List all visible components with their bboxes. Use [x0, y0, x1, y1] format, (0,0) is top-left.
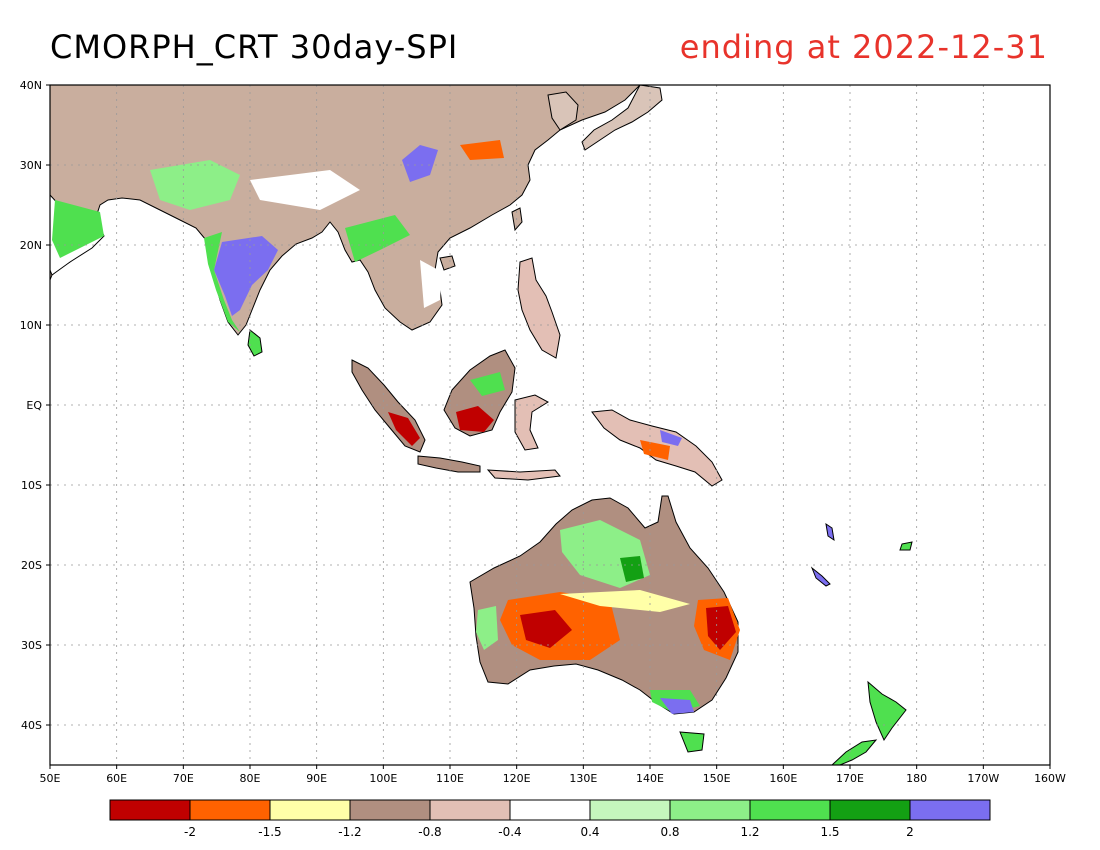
asia-green-2	[52, 200, 104, 258]
colorbar-swatch	[269, 799, 351, 821]
aus-wet-south	[660, 698, 694, 714]
sulawesi	[514, 394, 549, 451]
lon-tick-label: 170W	[967, 772, 999, 785]
asia-white-2	[420, 260, 442, 308]
colorbar-swatch	[829, 799, 911, 821]
colorbar-swatch	[909, 799, 991, 821]
lat-tick-label: 40S	[21, 719, 42, 732]
lon-tick-label: 160E	[769, 772, 797, 785]
colorbar-swatch	[509, 799, 591, 821]
lon-tick-label: 170E	[836, 772, 864, 785]
colorbar-label: 0.4	[580, 825, 599, 839]
colorbar-label: 2	[906, 825, 914, 839]
colorbar-swatch	[429, 799, 511, 821]
fiji	[899, 541, 913, 551]
latitude-labels: 40N 30N 20N 10N EQ 10S 20S 30S 40S	[20, 79, 43, 732]
colorbar	[109, 799, 991, 821]
asia-green-3	[345, 215, 410, 262]
tasmania	[679, 731, 705, 753]
colorbar-swatch	[349, 799, 431, 821]
map-title: CMORPH_CRT 30day-SPI	[50, 28, 459, 66]
lon-tick-label: 80E	[240, 772, 261, 785]
longitude-labels: 50E 60E 70E 80E 90E 100E 110E 120E 130E 140E 150E 1…	[40, 772, 1067, 785]
colorbar-labels: -2 -1.5 -1.2 -0.8 -0.4 0.4 0.8 1.2 1.5 2	[184, 825, 914, 839]
india-green-fringe	[204, 232, 240, 332]
colorbar-label: -1.5	[258, 825, 281, 839]
map-frame	[49, 84, 1051, 766]
china-dry-patch	[460, 140, 504, 160]
lon-tick-label: 110E	[436, 772, 464, 785]
lon-tick-label: 140E	[636, 772, 664, 785]
lat-lon-grid	[46, 84, 1051, 769]
ng-wet-patch	[660, 430, 682, 446]
borneo-dry-patch	[456, 406, 494, 432]
vanuatu	[825, 522, 835, 542]
new-caledonia	[810, 566, 831, 587]
asia-green-1	[150, 160, 240, 210]
asia-white-1	[250, 170, 360, 210]
aus-verydry-west	[520, 610, 572, 648]
colorbar-swatch	[189, 799, 271, 821]
colorbar-swatch	[749, 799, 831, 821]
aus-yellow-band	[560, 590, 690, 612]
lon-tick-label: 50E	[40, 772, 61, 785]
lon-tick-label: 90E	[306, 772, 327, 785]
lon-tick-label: 130E	[569, 772, 597, 785]
lon-tick-label: 160W	[1034, 772, 1066, 785]
colorbar-label: -2	[184, 825, 196, 839]
hainan	[439, 255, 456, 271]
japan-landmass	[581, 85, 663, 151]
lat-tick-label: 30N	[20, 159, 42, 172]
lat-tick-label: 20N	[20, 239, 42, 252]
sri-lanka	[247, 329, 263, 357]
colorbar-swatch	[669, 799, 751, 821]
colorbar-label: 0.8	[660, 825, 679, 839]
aus-verydry-east	[706, 606, 736, 650]
lon-tick-label: 150E	[703, 772, 731, 785]
colorbar-label: -0.4	[498, 825, 521, 839]
lat-tick-label: EQ	[26, 399, 42, 412]
korea-landmass	[547, 91, 579, 131]
land-layer	[50, 85, 913, 765]
colorbar-label: 1.2	[740, 825, 759, 839]
aus-wet-center	[620, 556, 644, 582]
lat-tick-label: 40N	[20, 79, 42, 92]
lon-tick-label: 100E	[369, 772, 397, 785]
colorbar-label: 1.5	[820, 825, 839, 839]
china-wet-patch	[402, 145, 438, 182]
ng-dry-patch	[640, 440, 670, 460]
india-wet-patch	[214, 236, 278, 316]
lat-tick-label: 30S	[21, 639, 42, 652]
lat-tick-label: 20S	[21, 559, 42, 572]
colorbar-label: -1.2	[338, 825, 361, 839]
lon-tick-label: 70E	[173, 772, 194, 785]
colorbar-swatch	[589, 799, 671, 821]
lat-tick-label: 10N	[20, 319, 42, 332]
aus-green-west	[476, 606, 498, 650]
asia-landmass	[50, 85, 641, 336]
lat-tick-label: 10S	[21, 479, 42, 492]
java	[417, 455, 481, 473]
philippines	[517, 257, 561, 359]
sumatra-dry-patch	[388, 412, 420, 446]
lon-tick-label: 180	[906, 772, 927, 785]
map-date-label: ending at 2022-12-31	[679, 28, 1048, 66]
lon-tick-label: 120E	[503, 772, 531, 785]
colorbar-swatch	[109, 799, 191, 821]
lon-tick-label: 60E	[106, 772, 127, 785]
colorbar-label: -0.8	[418, 825, 441, 839]
new-zealand-south	[831, 739, 878, 765]
new-zealand-north	[867, 680, 907, 742]
lesser-sunda	[486, 469, 561, 481]
borneo-green-patch	[470, 372, 505, 396]
